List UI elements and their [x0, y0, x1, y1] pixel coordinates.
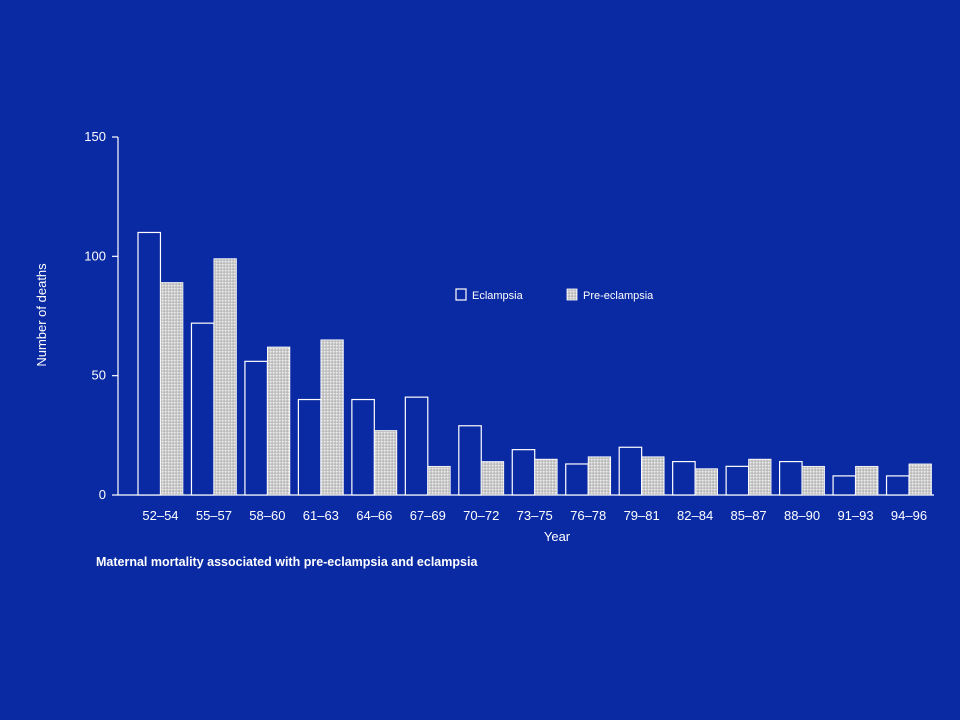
bar-eclampsia	[778, 460, 803, 496]
x-axis: 52–54 55–57 58–60 61–63 64–66 67–69 70–72 73–75…	[118, 494, 934, 523]
legend-swatch-eclampsia	[455, 288, 467, 301]
legend-label-eclampsia: Eclampsia	[472, 290, 524, 302]
y-tick-label: 150	[84, 129, 106, 144]
bar-eclampsia	[137, 231, 162, 496]
x-tick-label: 88–90	[784, 508, 820, 523]
x-tick-label: 82–84	[677, 508, 713, 523]
bar-eclampsia	[297, 398, 322, 496]
x-tick-label: 91–93	[837, 508, 873, 523]
x-axis-label: Year	[544, 529, 571, 544]
bar-pre-eclampsia	[641, 456, 665, 496]
bar-pre-eclampsia	[160, 282, 184, 496]
x-tick-label: 85–87	[731, 508, 767, 523]
bar-eclampsia	[885, 475, 910, 496]
legend-label-pre-eclampsia: Pre-eclampsia	[583, 290, 654, 302]
bar-eclampsia	[565, 463, 589, 496]
y-axis: 0 50 100 150	[84, 129, 119, 502]
bar-pre-eclampsia	[694, 468, 718, 496]
y-tick-label: 0	[99, 487, 106, 502]
legend: Eclampsia Pre-eclampsia	[455, 288, 654, 302]
bar-pre-eclampsia	[587, 456, 612, 496]
legend-swatch-pre-eclampsia	[566, 288, 578, 301]
bar-pre-eclampsia	[908, 463, 932, 496]
x-tick-label: 73–75	[517, 508, 553, 523]
bar-eclampsia	[725, 465, 750, 496]
x-tick-label: 61–63	[303, 508, 339, 523]
bars	[137, 231, 932, 496]
y-tick-label: 50	[92, 368, 106, 383]
bar-eclampsia	[458, 425, 482, 496]
bar-pre-eclampsia	[213, 258, 237, 496]
bar-pre-eclampsia	[427, 465, 451, 496]
x-tick-label: 58–60	[249, 508, 285, 523]
bar-eclampsia	[832, 475, 857, 496]
bar-pre-eclampsia	[534, 458, 558, 496]
bar-pre-eclampsia	[320, 339, 344, 496]
x-tick-label: 70–72	[463, 508, 499, 523]
bar-eclampsia	[404, 396, 429, 496]
bar-pre-eclampsia	[855, 465, 879, 496]
x-tick-label: 52–54	[142, 508, 178, 523]
bar-eclampsia	[351, 398, 375, 496]
y-tick-label: 100	[84, 248, 106, 263]
x-tick-label: 94–96	[891, 508, 927, 523]
bar-pre-eclampsia	[801, 465, 825, 496]
bar-eclampsia	[672, 460, 696, 496]
chart-caption: Maternal mortality associated with pre-e…	[96, 555, 478, 569]
bar-pre-eclampsia	[748, 458, 772, 496]
x-tick-label: 55–57	[196, 508, 232, 523]
bar-eclampsia	[244, 360, 268, 496]
bar-pre-eclampsia	[480, 461, 505, 496]
bar-eclampsia	[618, 446, 643, 496]
y-axis-label: Number of deaths	[34, 263, 49, 367]
bar-pre-eclampsia	[266, 346, 291, 496]
bar-pre-eclampsia	[373, 430, 398, 496]
x-tick-label: 67–69	[410, 508, 446, 523]
bar-eclampsia	[511, 449, 536, 496]
x-tick-label: 64–66	[356, 508, 392, 523]
x-tick-label: 79–81	[624, 508, 660, 523]
x-tick-label: 76–78	[570, 508, 606, 523]
bar-eclampsia	[190, 322, 215, 496]
